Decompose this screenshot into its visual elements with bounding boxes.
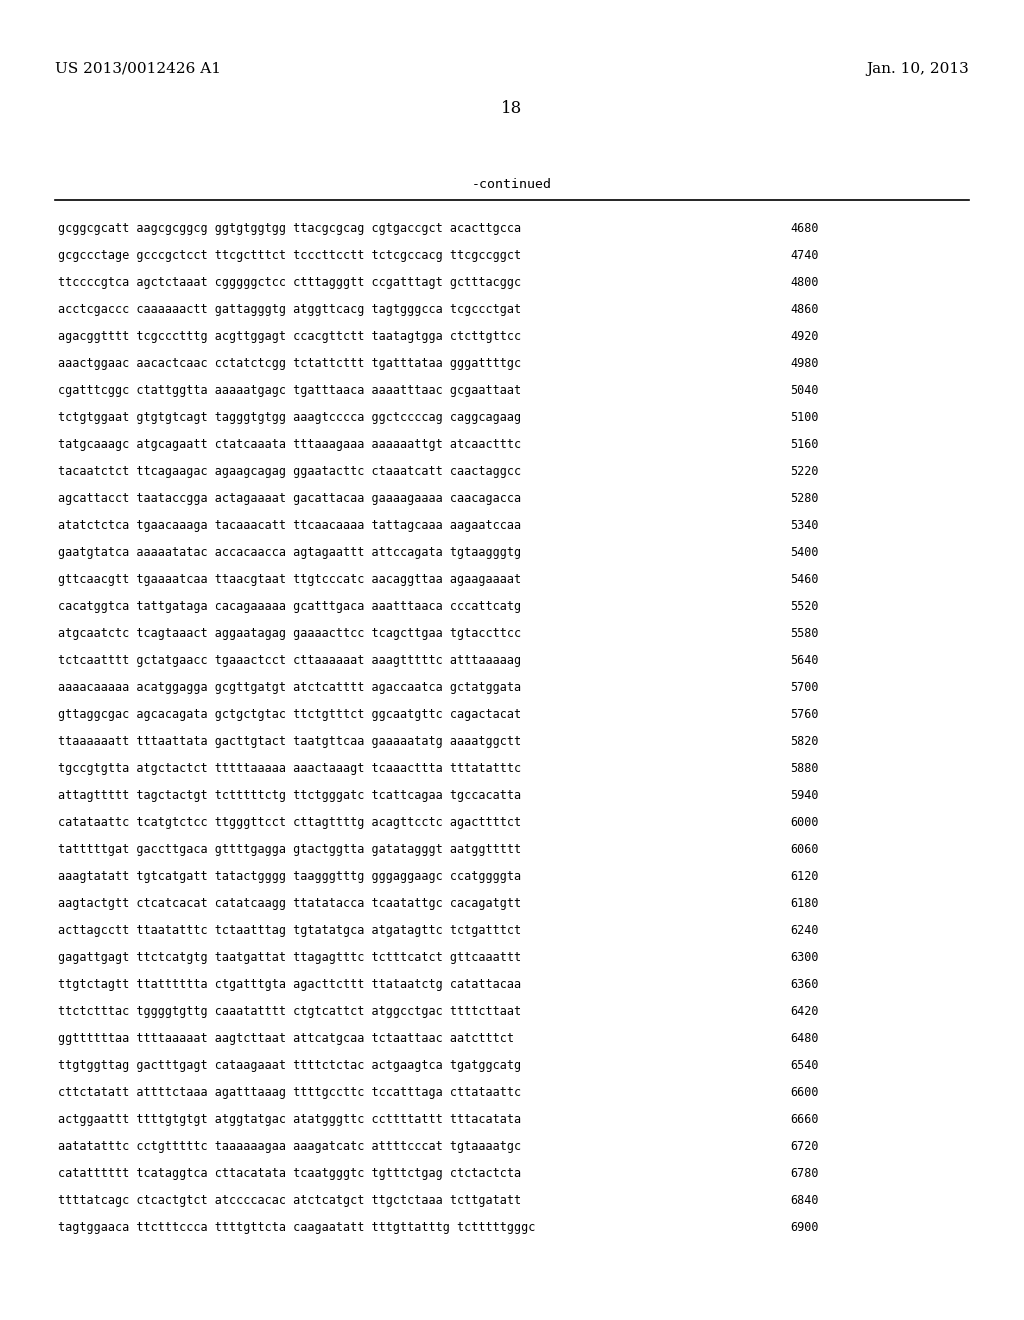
Text: cttctatatt attttctaaa agatttaaag ttttgccttc tccatttaga cttataattc: cttctatatt attttctaaa agatttaaag ttttgcc… [58, 1086, 521, 1100]
Text: catatttttt tcataggtca cttacatata tcaatgggtc tgtttctgag ctctactcta: catatttttt tcataggtca cttacatata tcaatgg… [58, 1167, 521, 1180]
Text: tgccgtgtta atgctactct tttttaaaaa aaactaaagt tcaaacttta tttatatttc: tgccgtgtta atgctactct tttttaaaaa aaactaa… [58, 762, 521, 775]
Text: 5400: 5400 [790, 546, 818, 558]
Text: 4860: 4860 [790, 304, 818, 315]
Text: 5880: 5880 [790, 762, 818, 775]
Text: 6600: 6600 [790, 1086, 818, 1100]
Text: 6840: 6840 [790, 1195, 818, 1206]
Text: agcattacct taataccgga actagaaaat gacattacaa gaaaagaaaa caacagacca: agcattacct taataccgga actagaaaat gacatta… [58, 492, 521, 506]
Text: 6420: 6420 [790, 1005, 818, 1018]
Text: cacatggtca tattgataga cacagaaaaa gcatttgaca aaatttaaca cccattcatg: cacatggtca tattgataga cacagaaaaa gcatttg… [58, 601, 521, 612]
Text: Jan. 10, 2013: Jan. 10, 2013 [866, 62, 969, 77]
Text: 5820: 5820 [790, 735, 818, 748]
Text: tctcaatttt gctatgaacc tgaaactcct cttaaaaaat aaagtttttc atttaaaaag: tctcaatttt gctatgaacc tgaaactcct cttaaaa… [58, 653, 521, 667]
Text: tctgtggaat gtgtgtcagt tagggtgtgg aaagtcccca ggctccccag caggcagaag: tctgtggaat gtgtgtcagt tagggtgtgg aaagtcc… [58, 411, 521, 424]
Text: tagtggaaca ttctttccca ttttgttcta caagaatatt tttgttatttg tctttttgggc: tagtggaaca ttctttccca ttttgttcta caagaat… [58, 1221, 536, 1234]
Text: aatatatttc cctgtttttc taaaaaagaa aaagatcatc attttcccat tgtaaaatgc: aatatatttc cctgtttttc taaaaaagaa aaagatc… [58, 1140, 521, 1152]
Text: 6360: 6360 [790, 978, 818, 991]
Text: 6480: 6480 [790, 1032, 818, 1045]
Text: 5460: 5460 [790, 573, 818, 586]
Text: 5940: 5940 [790, 789, 818, 803]
Text: aaagtatatt tgtcatgatt tatactgggg taagggtttg gggaggaagc ccatggggta: aaagtatatt tgtcatgatt tatactgggg taagggt… [58, 870, 521, 883]
Text: ggttttttaa ttttaaaaat aagtcttaat attcatgcaa tctaattaac aatctttct: ggttttttaa ttttaaaaat aagtcttaat attcatg… [58, 1032, 514, 1045]
Text: cgatttcggc ctattggtta aaaaatgagc tgatttaaca aaaatttaac gcgaattaat: cgatttcggc ctattggtta aaaaatgagc tgattta… [58, 384, 521, 397]
Text: gttaggcgac agcacagata gctgctgtac ttctgtttct ggcaatgttc cagactacat: gttaggcgac agcacagata gctgctgtac ttctgtt… [58, 708, 521, 721]
Text: 6660: 6660 [790, 1113, 818, 1126]
Text: -continued: -continued [472, 178, 552, 191]
Text: 6060: 6060 [790, 843, 818, 855]
Text: 5760: 5760 [790, 708, 818, 721]
Text: 6540: 6540 [790, 1059, 818, 1072]
Text: ttctctttac tggggtgttg caaatatttt ctgtcattct atggcctgac ttttcttaat: ttctctttac tggggtgttg caaatatttt ctgtcat… [58, 1005, 521, 1018]
Text: ttgtctagtt ttatttttta ctgatttgta agacttcttt ttataatctg catattacaa: ttgtctagtt ttatttttta ctgatttgta agacttc… [58, 978, 521, 991]
Text: 6180: 6180 [790, 898, 818, 909]
Text: 4740: 4740 [790, 249, 818, 261]
Text: 5640: 5640 [790, 653, 818, 667]
Text: tatttttgat gaccttgaca gttttgagga gtactggtta gatatagggt aatggttttt: tatttttgat gaccttgaca gttttgagga gtactgg… [58, 843, 521, 855]
Text: tatgcaaagc atgcagaatt ctatcaaata tttaaagaaa aaaaaattgt atcaactttc: tatgcaaagc atgcagaatt ctatcaaata tttaaag… [58, 438, 521, 451]
Text: ttaaaaaatt tttaattata gacttgtact taatgttcaa gaaaaatatg aaaatggctt: ttaaaaaatt tttaattata gacttgtact taatgtt… [58, 735, 521, 748]
Text: acttagcctt ttaatatttc tctaatttag tgtatatgca atgatagttc tctgatttct: acttagcctt ttaatatttc tctaatttag tgtatat… [58, 924, 521, 937]
Text: 5100: 5100 [790, 411, 818, 424]
Text: 4680: 4680 [790, 222, 818, 235]
Text: 5160: 5160 [790, 438, 818, 451]
Text: gagattgagt ttctcatgtg taatgattat ttagagtttc tctttcatct gttcaaattt: gagattgagt ttctcatgtg taatgattat ttagagt… [58, 950, 521, 964]
Text: atgcaatctc tcagtaaact aggaatagag gaaaacttcc tcagcttgaa tgtaccttcc: atgcaatctc tcagtaaact aggaatagag gaaaact… [58, 627, 521, 640]
Text: 6900: 6900 [790, 1221, 818, 1234]
Text: actggaattt ttttgtgtgt atggtatgac atatgggttc ccttttattt tttacatata: actggaattt ttttgtgtgt atggtatgac atatggg… [58, 1113, 521, 1126]
Text: 18: 18 [502, 100, 522, 117]
Text: gcggcgcatt aagcgcggcg ggtgtggtgg ttacgcgcag cgtgaccgct acacttgcca: gcggcgcatt aagcgcggcg ggtgtggtgg ttacgcg… [58, 222, 521, 235]
Text: agacggtttt tcgccctttg acgttggagt ccacgttctt taatagtgga ctcttgttcc: agacggtttt tcgccctttg acgttggagt ccacgtt… [58, 330, 521, 343]
Text: 5280: 5280 [790, 492, 818, 506]
Text: atatctctca tgaacaaaga tacaaacatt ttcaacaaaa tattagcaaa aagaatccaa: atatctctca tgaacaaaga tacaaacatt ttcaaca… [58, 519, 521, 532]
Text: tacaatctct ttcagaagac agaagcagag ggaatacttc ctaaatcatt caactaggcc: tacaatctct ttcagaagac agaagcagag ggaatac… [58, 465, 521, 478]
Text: 5700: 5700 [790, 681, 818, 694]
Text: 4980: 4980 [790, 356, 818, 370]
Text: 5520: 5520 [790, 601, 818, 612]
Text: 6240: 6240 [790, 924, 818, 937]
Text: attagttttt tagctactgt tctttttctg ttctgggatc tcattcagaa tgccacatta: attagttttt tagctactgt tctttttctg ttctggg… [58, 789, 521, 803]
Text: acctcgaccc caaaaaactt gattagggtg atggttcacg tagtgggcca tcgccctgat: acctcgaccc caaaaaactt gattagggtg atggttc… [58, 304, 521, 315]
Text: 6780: 6780 [790, 1167, 818, 1180]
Text: 4800: 4800 [790, 276, 818, 289]
Text: aagtactgtt ctcatcacat catatcaagg ttatatacca tcaatattgc cacagatgtt: aagtactgtt ctcatcacat catatcaagg ttatata… [58, 898, 521, 909]
Text: 5040: 5040 [790, 384, 818, 397]
Text: 6300: 6300 [790, 950, 818, 964]
Text: US 2013/0012426 A1: US 2013/0012426 A1 [55, 62, 221, 77]
Text: aaactggaac aacactcaac cctatctcgg tctattcttt tgatttataa gggattttgc: aaactggaac aacactcaac cctatctcgg tctattc… [58, 356, 521, 370]
Text: 6120: 6120 [790, 870, 818, 883]
Text: gaatgtatca aaaaatatac accacaacca agtagaattt attccagata tgtaagggtg: gaatgtatca aaaaatatac accacaacca agtagaa… [58, 546, 521, 558]
Text: gttcaacgtt tgaaaatcaa ttaacgtaat ttgtcccatc aacaggttaa agaagaaaat: gttcaacgtt tgaaaatcaa ttaacgtaat ttgtccc… [58, 573, 521, 586]
Text: 4920: 4920 [790, 330, 818, 343]
Text: 5340: 5340 [790, 519, 818, 532]
Text: 6720: 6720 [790, 1140, 818, 1152]
Text: 5220: 5220 [790, 465, 818, 478]
Text: catataattc tcatgtctcc ttgggttcct cttagttttg acagttcctc agacttttct: catataattc tcatgtctcc ttgggttcct cttagtt… [58, 816, 521, 829]
Text: gcgccctage gcccgctcct ttcgctttct tcccttcctt tctcgccacg ttcgccggct: gcgccctage gcccgctcct ttcgctttct tcccttc… [58, 249, 521, 261]
Text: 6000: 6000 [790, 816, 818, 829]
Text: 5580: 5580 [790, 627, 818, 640]
Text: aaaacaaaaa acatggagga gcgttgatgt atctcatttt agaccaatca gctatggata: aaaacaaaaa acatggagga gcgttgatgt atctcat… [58, 681, 521, 694]
Text: ttgtggttag gactttgagt cataagaaat ttttctctac actgaagtca tgatggcatg: ttgtggttag gactttgagt cataagaaat ttttctc… [58, 1059, 521, 1072]
Text: ttccccgtca agctctaaat cgggggctcc ctttagggtt ccgatttagt gctttacggc: ttccccgtca agctctaaat cgggggctcc ctttagg… [58, 276, 521, 289]
Text: ttttatcagc ctcactgtct atccccacac atctcatgct ttgctctaaa tcttgatatt: ttttatcagc ctcactgtct atccccacac atctcat… [58, 1195, 521, 1206]
